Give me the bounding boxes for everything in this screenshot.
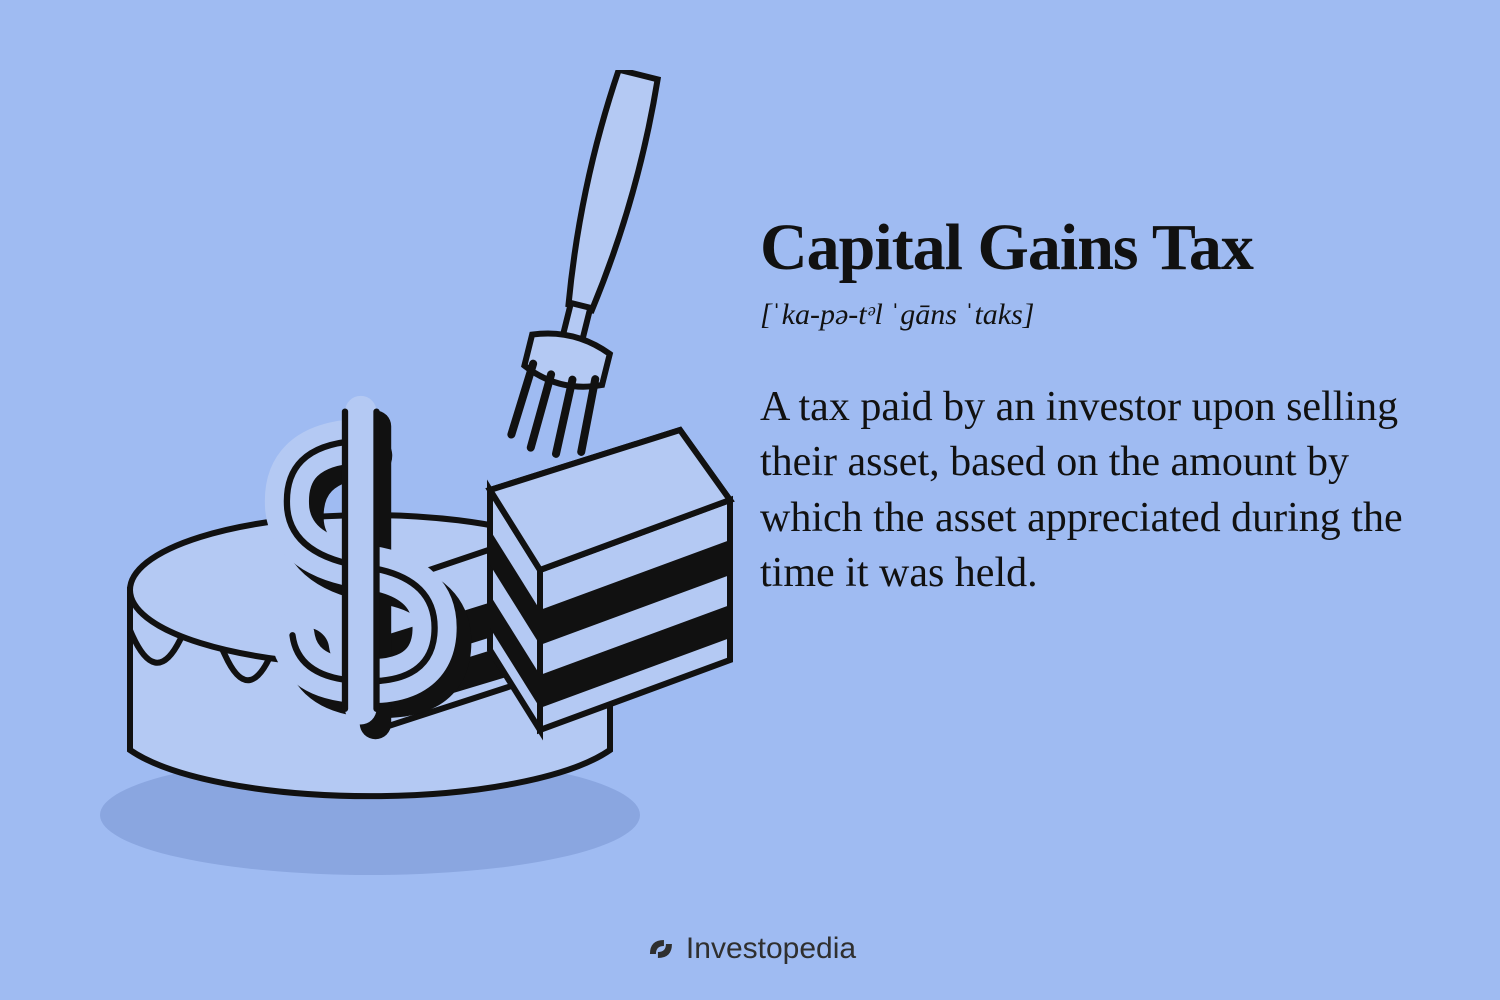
brand-name: Investopedia bbox=[686, 932, 856, 966]
pronunciation: [ˈka-pə-tᵊl ˈgāns ˈtaks] bbox=[760, 298, 1420, 332]
fork-icon bbox=[506, 70, 677, 461]
definition-body: A tax paid by an investor upon selling t… bbox=[760, 380, 1420, 602]
cake-slice bbox=[490, 430, 730, 730]
investopedia-logo-icon bbox=[644, 932, 678, 966]
text-column: Capital Gains Tax [ˈka-pə-tᵊl ˈgāns ˈtak… bbox=[760, 210, 1420, 602]
dollar-sign-icon bbox=[287, 412, 449, 724]
term-title: Capital Gains Tax bbox=[760, 210, 1420, 286]
cake-slice-illustration bbox=[60, 70, 760, 890]
brand-footer: Investopedia bbox=[644, 932, 856, 966]
definition-card: Capital Gains Tax [ˈka-pə-tᵊl ˈgāns ˈtak… bbox=[0, 0, 1500, 1000]
